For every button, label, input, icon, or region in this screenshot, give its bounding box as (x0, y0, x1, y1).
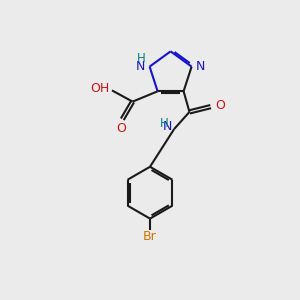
Text: N: N (196, 60, 206, 73)
Text: H: H (137, 52, 146, 65)
Text: N: N (136, 60, 145, 73)
Text: N: N (162, 120, 172, 133)
Text: O: O (215, 99, 225, 112)
Text: O: O (116, 122, 126, 135)
Text: OH: OH (90, 82, 109, 94)
Text: Br: Br (143, 230, 157, 243)
Text: H: H (160, 117, 168, 130)
